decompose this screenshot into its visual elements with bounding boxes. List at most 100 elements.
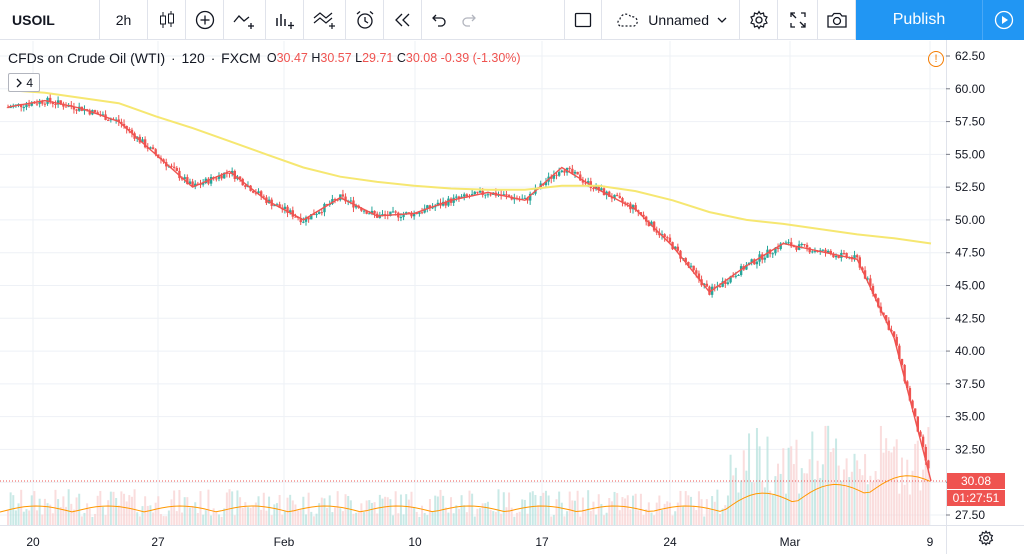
- volume-bar: [220, 516, 223, 525]
- symbol-title[interactable]: CFDs on Crude Oil (WTI): [8, 50, 166, 66]
- templates-button[interactable]: [304, 0, 346, 40]
- fullscreen-icon: [789, 12, 806, 28]
- candle-body: [647, 221, 651, 227]
- volume-bar: [80, 516, 83, 525]
- candle-body: [774, 247, 777, 254]
- indicators-collapse-button[interactable]: 4: [8, 73, 41, 92]
- volume-bar: [602, 515, 605, 525]
- volume-bar: [331, 512, 334, 525]
- volume-bar: [824, 425, 827, 525]
- candle-body: [333, 199, 337, 201]
- candle-body: [734, 275, 738, 277]
- indicators-button[interactable]: [224, 0, 266, 40]
- candle-body: [502, 194, 505, 196]
- candle-body: [389, 211, 392, 216]
- redo-button[interactable]: [454, 0, 486, 40]
- candle-body: [51, 102, 55, 104]
- time-tick-label: 9: [927, 535, 934, 549]
- volume-bar: [758, 446, 761, 525]
- candle-body: [307, 217, 310, 220]
- volume-bar: [502, 492, 505, 525]
- price-tick-label: 35.00: [955, 410, 985, 424]
- candle-body: [410, 212, 413, 217]
- volume-bar: [655, 502, 658, 525]
- volume-bar: [397, 513, 400, 525]
- candle-body: [787, 242, 790, 244]
- settings-button[interactable]: [740, 0, 778, 40]
- volume-bar: [431, 511, 434, 525]
- volume-bar: [9, 492, 12, 525]
- volume-bar: [196, 513, 199, 525]
- snapshot-button[interactable]: [818, 0, 856, 40]
- volume-bar: [916, 440, 919, 525]
- undo-button[interactable]: [422, 0, 454, 40]
- price-tick-label: 52.50: [955, 180, 985, 194]
- volume-bar: [769, 490, 772, 525]
- candle-body: [391, 211, 395, 213]
- volume-bar: [740, 480, 743, 525]
- plus-circle-icon: [195, 10, 214, 29]
- fullscreen-button[interactable]: [778, 0, 818, 40]
- candle-body: [101, 114, 105, 116]
- volume-bar: [750, 482, 753, 525]
- volume-bar: [428, 499, 431, 525]
- volume-bar: [692, 505, 695, 525]
- candle-body: [27, 104, 31, 106]
- chart-style-button[interactable]: [148, 0, 186, 40]
- interval-button[interactable]: 2h: [100, 0, 148, 40]
- volume-bar: [645, 509, 648, 525]
- symbol-search[interactable]: USOIL: [0, 0, 100, 40]
- replay-play-button[interactable]: [982, 0, 1024, 40]
- volume-bar: [125, 501, 128, 525]
- candle-body: [824, 249, 827, 253]
- candle-body: [528, 193, 532, 201]
- volume-bar: [858, 468, 861, 525]
- candle-body: [829, 250, 832, 254]
- financials-button[interactable]: [266, 0, 304, 40]
- candle-body: [223, 172, 226, 179]
- layout-name-label: Unnamed: [648, 12, 709, 28]
- volume-bar: [460, 495, 463, 525]
- symbol-label: USOIL: [12, 11, 55, 28]
- candle-body: [286, 206, 289, 213]
- candle-body: [194, 183, 197, 187]
- candle-body: [900, 358, 904, 366]
- volume-bar: [36, 510, 39, 525]
- price-axis[interactable]: 62.50 60.00 57.50 55.00 52.50 50.00 47.50 45.00…: [946, 49, 985, 522]
- candle-body: [813, 250, 817, 252]
- warning-icon[interactable]: !: [928, 51, 944, 67]
- candle-body: [555, 174, 558, 176]
- candle-body: [30, 102, 33, 106]
- candle-body: [668, 237, 672, 243]
- volume-bar: [405, 494, 408, 525]
- publish-button[interactable]: Publish: [856, 0, 982, 40]
- volume-bar: [244, 502, 247, 525]
- volume-bar: [529, 492, 532, 525]
- volume-bar: [70, 503, 73, 525]
- long-ma-line: [7, 89, 932, 245]
- fullscreen-select-button[interactable]: [564, 0, 603, 40]
- compare-button[interactable]: [186, 0, 224, 40]
- candle-body: [908, 388, 912, 401]
- volume-bar: [22, 511, 25, 525]
- candle-body: [663, 234, 666, 238]
- volume-bar: [829, 451, 832, 525]
- replay-button[interactable]: [384, 0, 422, 40]
- volume-bar: [510, 507, 513, 525]
- time-axis[interactable]: 20 27 Feb 10 17 24 Mar 9: [26, 535, 933, 549]
- volume-bar: [210, 515, 213, 525]
- volume-bar: [908, 494, 911, 525]
- volume-bar: [349, 500, 352, 525]
- alert-button[interactable]: [346, 0, 384, 40]
- volume-bar: [887, 450, 890, 525]
- volume-bar: [547, 495, 550, 525]
- change-value: -0.39 (-1.30%): [440, 51, 521, 65]
- candle-body: [692, 265, 695, 271]
- layout-menu[interactable]: Unnamed: [602, 0, 740, 40]
- collapsed-count: 4: [26, 75, 34, 90]
- candle-body: [842, 252, 846, 254]
- volume-bar: [821, 464, 824, 525]
- volume-bar: [500, 513, 503, 525]
- chart-settings-gear-icon[interactable]: [978, 530, 994, 546]
